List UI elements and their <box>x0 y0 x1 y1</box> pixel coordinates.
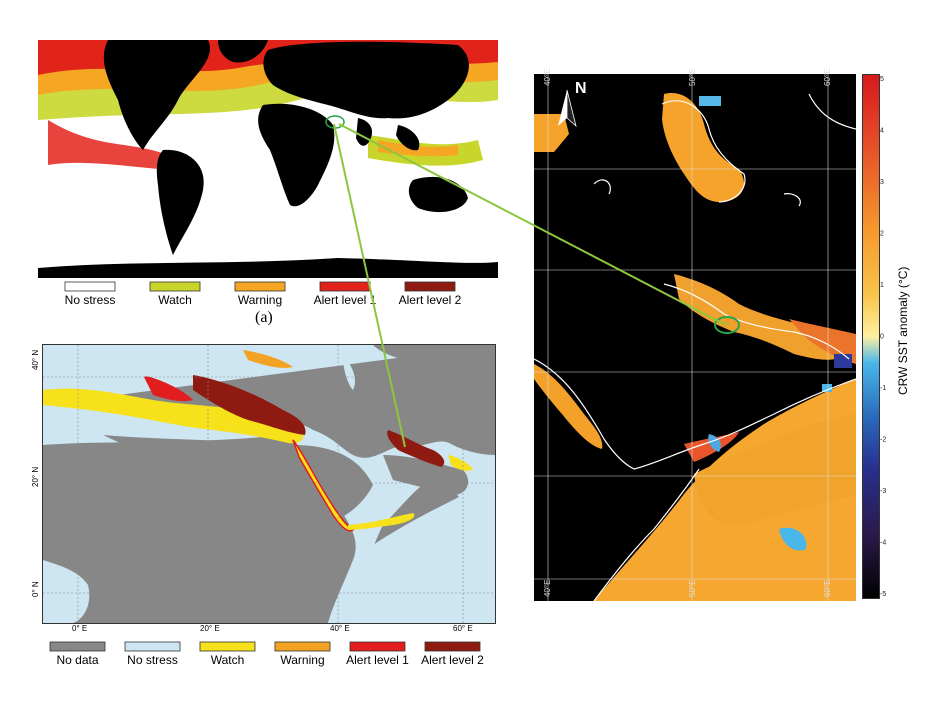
legend-a-label-1: Watch <box>158 293 192 307</box>
eurasia <box>263 41 469 119</box>
legend-a-label-4: Alert level 2 <box>399 293 462 307</box>
legend-b-swatch-0 <box>49 641 106 652</box>
legend-b-swatch-1 <box>124 641 181 652</box>
southeast-asia <box>396 125 420 151</box>
panel-c <box>534 74 856 601</box>
persian-gulf-stress <box>387 430 445 467</box>
caption-a: (a) <box>255 309 273 326</box>
legend-a-swatch-1 <box>149 281 201 292</box>
antarctica <box>38 258 498 278</box>
connector-a-to-c <box>338 123 717 321</box>
legend-a-label-2: Warning <box>238 293 282 307</box>
legend-b-label-5: Alert level 2 <box>421 653 484 667</box>
colorbar-tick-4: 1 <box>880 282 884 289</box>
colorbar-tick-6: -1 <box>880 385 886 392</box>
australia <box>408 176 468 213</box>
red-sea-stress <box>292 439 355 532</box>
colorbar-tick-10: -5 <box>880 591 886 598</box>
colorbar-ticks: 5 4 3 2 1 0 -1 -2 -3 -4 -5 <box>880 76 886 598</box>
connector-c-circle <box>715 319 728 326</box>
colorbar-tick-7: -2 <box>880 437 886 444</box>
colorbar-tick-0: 5 <box>880 76 884 83</box>
south-america <box>156 149 204 255</box>
colorbar-tick-3: 2 <box>880 231 884 238</box>
legend-b-swatch-5 <box>424 641 481 652</box>
north-arrow-icon <box>558 89 577 128</box>
africa <box>258 103 335 207</box>
colorbar-tick-9: -4 <box>880 540 886 547</box>
north-america <box>103 40 211 150</box>
world-map <box>38 40 498 278</box>
legend-b-label-0: No data <box>56 653 98 667</box>
mediterranean-stress <box>43 388 304 444</box>
sst-anomaly-map <box>534 74 856 601</box>
colorbar-tick-8: -3 <box>880 488 886 495</box>
colorbar <box>862 74 880 599</box>
legend-a: No stress Watch Warning Alert level 1 Alert … <box>64 281 462 307</box>
land-mass-b <box>43 345 495 458</box>
legend-b-label-1: No stress <box>127 653 178 667</box>
colorbar-tick-1: 4 <box>880 128 884 135</box>
legend-a-swatch-4 <box>404 281 456 292</box>
legend-b-swatch-4 <box>349 641 406 652</box>
highlight-circle-c <box>714 316 740 334</box>
legend-b-swatch-3 <box>274 641 331 652</box>
middle-east-map <box>43 345 495 623</box>
lon-tick-40: 40° E <box>330 624 350 633</box>
legend-a-swatch-0 <box>64 281 116 292</box>
panel-b <box>42 344 496 624</box>
lon-tick-20: 20° E <box>200 624 220 633</box>
panel-a <box>38 40 498 278</box>
legend-b-label-4: Alert level 1 <box>346 653 409 667</box>
legend-a-swatch-2 <box>234 281 286 292</box>
legend-b-swatch-2 <box>199 641 256 652</box>
greenland <box>218 40 268 63</box>
legend-b-label-2: Watch <box>211 653 245 667</box>
connector-a-to-b <box>333 123 406 448</box>
legend-b-label-3: Warning <box>280 653 324 667</box>
legend-a-label-3: Alert level 1 <box>314 293 377 307</box>
colorbar-tick-5: 0 <box>880 334 884 341</box>
colorbar-tick-2: 3 <box>880 179 884 186</box>
north-label: N <box>575 80 587 97</box>
lon-tick-60: 60° E <box>453 624 473 633</box>
legend-b: No data No stress Watch Warning Alert level … <box>49 641 484 667</box>
lon-tick-0: 0° E <box>72 624 88 633</box>
legend-a-label-0: No stress <box>65 293 116 307</box>
